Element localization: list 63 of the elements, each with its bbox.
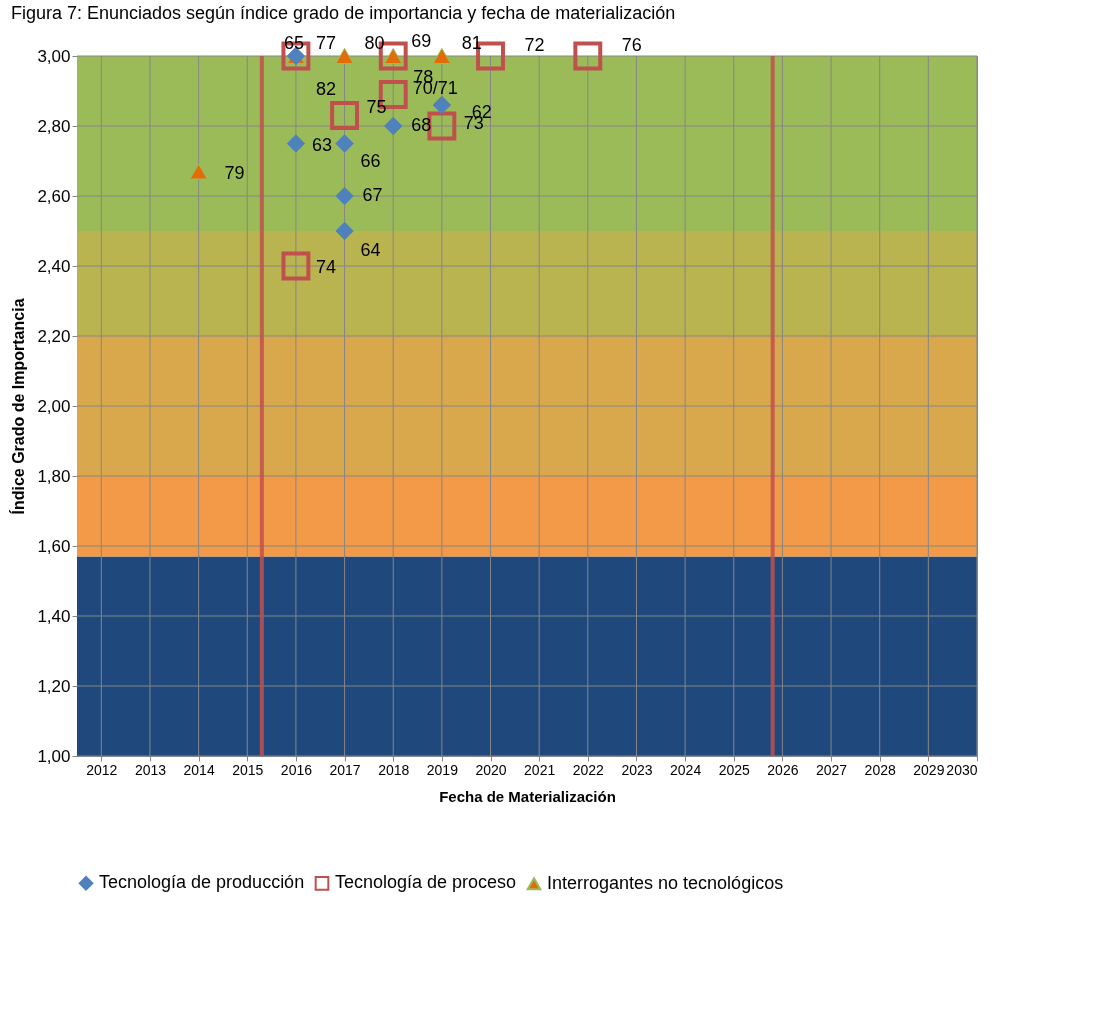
y-axis-title: Índice Grado de Importancia (9, 298, 28, 515)
annotation: 67 (362, 185, 383, 205)
annotation: 74 (315, 257, 336, 277)
legend-label: Tecnología de producción (99, 872, 305, 893)
x-tick-label: 2025 (718, 761, 751, 778)
y-tick-label: 2,40 (37, 256, 71, 276)
x-tick-label: 2013 (134, 761, 167, 778)
y-tick-label: 1,20 (37, 676, 71, 696)
x-tick-label: 2021 (524, 761, 556, 778)
x-tick-label: 2020 (475, 761, 507, 778)
annotation: 72 (524, 35, 545, 55)
y-tick-label: 2,20 (37, 326, 71, 346)
annotation: 77 (315, 33, 336, 53)
y-tick-label: 1,00 (37, 746, 71, 766)
point (335, 48, 354, 64)
x-tick-label: 2014 (183, 761, 215, 778)
point (335, 134, 354, 153)
point (189, 163, 208, 180)
y-tick-label: 2,00 (37, 396, 71, 416)
x-tick-label: 2019 (426, 761, 459, 778)
point (281, 251, 311, 281)
x-tick-label: 2012 (86, 761, 118, 778)
legend-label: Tecnología de proceso (335, 872, 517, 893)
point (330, 101, 360, 130)
legend-label: Interrogantes no tecnológicos (547, 872, 784, 893)
y-tick-label: 1,40 (37, 606, 71, 626)
x-tick-label: 2016 (280, 761, 313, 778)
annotation: 76 (621, 35, 642, 55)
annotation: 69 (411, 31, 432, 51)
x-tick-label: 2023 (621, 761, 653, 778)
y-tick-label: 2,60 (37, 186, 71, 206)
annotation: 79 (224, 162, 245, 183)
point (335, 186, 354, 206)
annotation: 63 (311, 134, 332, 155)
chart-title: Figura 7: Enunciados según índice grado de importancia y fecha de materialización (10, 3, 676, 23)
x-tick-label: 2017 (329, 761, 361, 778)
annotation: 75 (366, 96, 387, 117)
annotation: 64 (360, 240, 381, 260)
annotation: 66 (360, 150, 381, 171)
x-tick-label: 2027 (815, 761, 848, 778)
x-tick-label: 2015 (232, 761, 264, 778)
annotation: 65 (283, 33, 304, 53)
annotation: 82 (315, 79, 336, 99)
point (335, 221, 354, 241)
point (432, 48, 452, 64)
point (573, 41, 603, 71)
annotation: 81 (461, 33, 482, 53)
x-tick-label: 2028 (864, 761, 896, 778)
point (384, 116, 403, 136)
x-axis-title: Fecha de Materialización (439, 787, 616, 805)
x-tick-label: 2026 (767, 761, 799, 778)
x-tick-label: 2029 (913, 761, 945, 778)
y-tick-label: 1,80 (37, 466, 71, 486)
x-tick-label: 2024 (670, 761, 702, 778)
annotation: 80 (364, 33, 385, 53)
point (432, 95, 452, 115)
x-tick-label: 2030 (946, 761, 978, 778)
x-tick-label: 2022 (572, 761, 605, 778)
y-tick-label: 1,60 (37, 536, 71, 556)
x-tick-label: 2018 (378, 761, 410, 778)
point (286, 134, 306, 153)
y-tick-label: 3,00 (37, 46, 71, 66)
y-tick-label: 2,80 (37, 116, 71, 136)
